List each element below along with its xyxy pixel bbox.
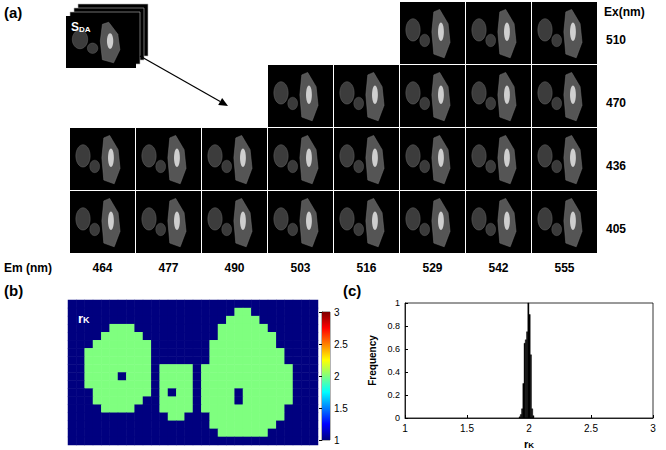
svg-text:Frequency: Frequency [367, 335, 378, 386]
svg-text:Ex(nm): Ex(nm) [604, 5, 645, 19]
svg-text:2: 2 [526, 423, 532, 434]
svg-text:1.5: 1.5 [460, 423, 474, 434]
svg-text:r: r [524, 437, 529, 450]
svg-text:1: 1 [395, 298, 400, 308]
svg-text:0.8: 0.8 [387, 321, 400, 331]
svg-text:436: 436 [606, 159, 626, 173]
svg-text:555: 555 [554, 261, 574, 275]
svg-text:1: 1 [402, 423, 408, 434]
svg-text:542: 542 [488, 261, 508, 275]
svg-text:516: 516 [356, 261, 376, 275]
svg-text:477: 477 [158, 261, 178, 275]
svg-text:3: 3 [334, 307, 340, 318]
svg-text:1.5: 1.5 [334, 403, 348, 414]
svg-text:(b): (b) [4, 282, 23, 299]
svg-text:405: 405 [606, 222, 626, 236]
svg-text:529: 529 [422, 261, 442, 275]
svg-text:Em (nm): Em (nm) [4, 261, 52, 275]
svg-text:510: 510 [606, 33, 626, 47]
svg-text:2.5: 2.5 [584, 423, 598, 434]
svg-text:0.4: 0.4 [387, 367, 400, 377]
svg-text:0: 0 [395, 413, 400, 423]
svg-text:(c): (c) [343, 282, 361, 299]
svg-text:K: K [528, 441, 534, 450]
svg-text:S: S [71, 20, 79, 34]
svg-text:(a): (a) [4, 4, 22, 21]
svg-text:2.5: 2.5 [334, 339, 348, 350]
svg-text:503: 503 [290, 261, 310, 275]
svg-text:490: 490 [224, 261, 244, 275]
svg-text:1: 1 [334, 435, 340, 446]
svg-text:r: r [78, 310, 84, 326]
svg-text:2: 2 [334, 371, 340, 382]
svg-text:464: 464 [92, 261, 112, 275]
svg-text:0.6: 0.6 [387, 344, 400, 354]
svg-text:470: 470 [606, 96, 626, 110]
svg-text:0.2: 0.2 [387, 390, 400, 400]
svg-text:DA: DA [79, 25, 91, 34]
svg-text:3: 3 [650, 423, 656, 434]
svg-text:K: K [83, 315, 90, 325]
